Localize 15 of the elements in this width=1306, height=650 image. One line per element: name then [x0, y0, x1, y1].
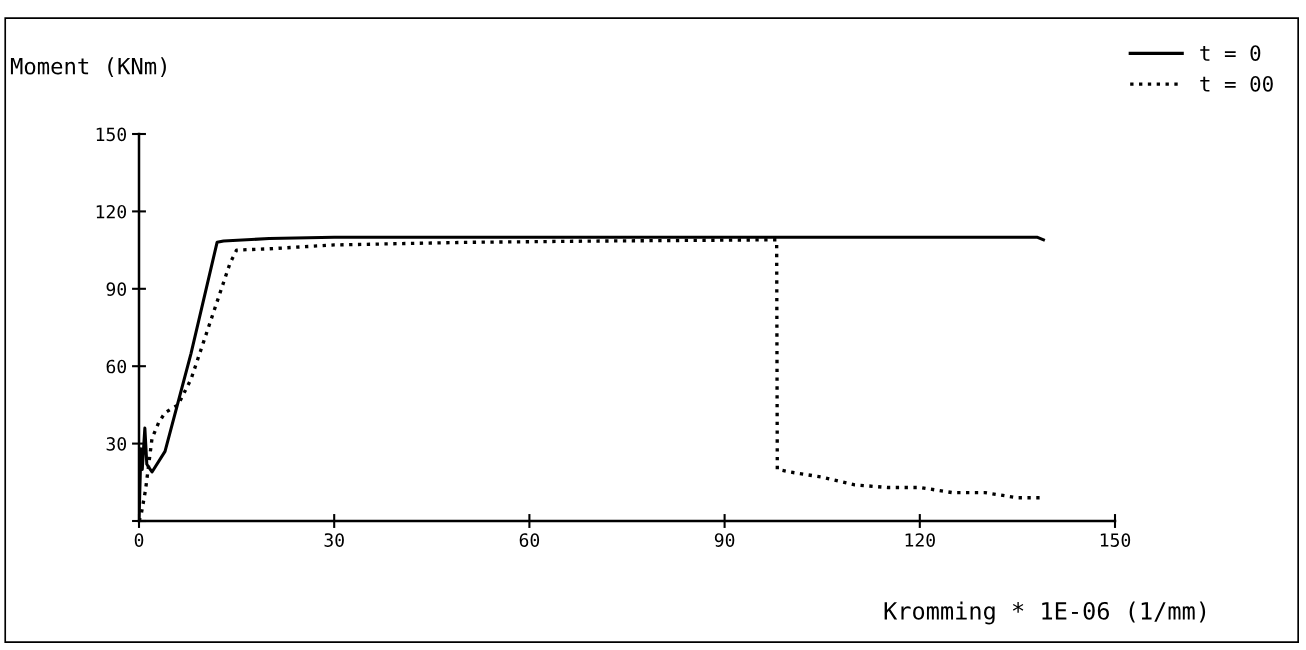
- y-tick-label: 60: [106, 359, 127, 374]
- x-axis-title: Kromming * 1E-06 (1/mm): [884, 601, 1206, 625]
- legend-label: t = 00: [1200, 75, 1273, 92]
- x-tick-label: 60: [519, 533, 540, 547]
- y-tick-label: 120: [96, 204, 127, 219]
- legend-label: t = 0: [1200, 45, 1261, 61]
- x-tick-label: 0: [134, 533, 144, 547]
- y-tick-label: 30: [106, 437, 127, 451]
- x-tick-label: 120: [905, 533, 935, 547]
- x-tick-label: 90: [714, 533, 735, 547]
- x-tick-label: 30: [324, 533, 344, 547]
- y-axis-title: Moment (KNm): [10, 57, 166, 78]
- y-tick-label: 150: [96, 127, 127, 142]
- x-tick-label: 150: [1100, 533, 1131, 547]
- y-tick-label: 90: [106, 282, 127, 296]
